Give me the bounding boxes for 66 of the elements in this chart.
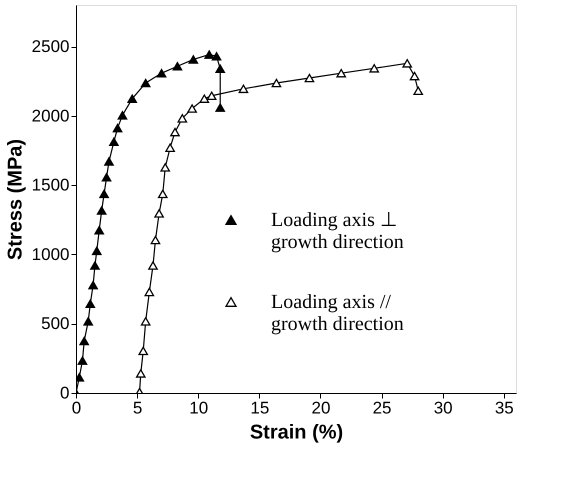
y-tick-label: 500 (41, 314, 70, 334)
point (188, 55, 198, 64)
point (109, 137, 119, 146)
point (118, 111, 128, 120)
point (150, 236, 160, 244)
point (148, 261, 158, 270)
point (90, 261, 100, 270)
point (112, 124, 122, 132)
point (127, 94, 138, 103)
point (170, 128, 180, 136)
point (104, 157, 114, 166)
point (187, 104, 197, 113)
point (88, 280, 98, 290)
point (369, 64, 380, 73)
x-tick-label: 35 (494, 398, 514, 418)
point (144, 288, 154, 296)
y-tick-label: 1000 (32, 244, 70, 264)
point (78, 356, 88, 365)
point (138, 346, 148, 356)
point (402, 59, 412, 68)
x-tick-label: 25 (372, 398, 392, 418)
point (172, 62, 182, 71)
x-axis-title: Strain (%) (250, 422, 344, 444)
point (238, 84, 248, 94)
x-tick-label: 10 (189, 398, 208, 418)
point (154, 209, 164, 218)
point (76, 373, 84, 382)
point (140, 317, 150, 326)
point (94, 226, 104, 234)
y-tick-label: 2000 (32, 106, 70, 126)
point (212, 52, 222, 61)
point (410, 72, 420, 80)
x-tick-label: 15 (250, 398, 270, 418)
point (206, 91, 216, 100)
y-tick-label: 1500 (32, 176, 70, 195)
x-tick-label: 0 (72, 398, 82, 418)
point (102, 172, 112, 182)
y-tick-label: 2500 (32, 37, 70, 56)
point (204, 50, 214, 59)
point (92, 246, 102, 256)
point (160, 163, 170, 172)
point (96, 206, 106, 215)
point (156, 68, 166, 78)
legend-label: Loading axis // growth direction (271, 291, 404, 335)
point (99, 190, 109, 198)
legend-label: Loading axis ⊥ growth direction (271, 209, 404, 253)
point (336, 68, 346, 78)
point (158, 190, 168, 198)
point (165, 143, 175, 152)
point (85, 299, 96, 308)
point (413, 86, 424, 96)
point (304, 74, 314, 82)
point (215, 103, 226, 112)
y-tick-label: 0 (60, 384, 70, 402)
point (178, 114, 188, 123)
point (83, 317, 94, 326)
x-tick-label: 20 (311, 398, 330, 418)
x-tick-label: 5 (132, 398, 142, 418)
x-tick-label: 30 (434, 398, 453, 418)
point (272, 78, 282, 88)
point (200, 94, 210, 103)
point (79, 336, 90, 346)
point (140, 78, 150, 88)
point (215, 64, 226, 74)
point (136, 369, 146, 378)
y-axis-title: Stress (MPa) (4, 138, 27, 260)
